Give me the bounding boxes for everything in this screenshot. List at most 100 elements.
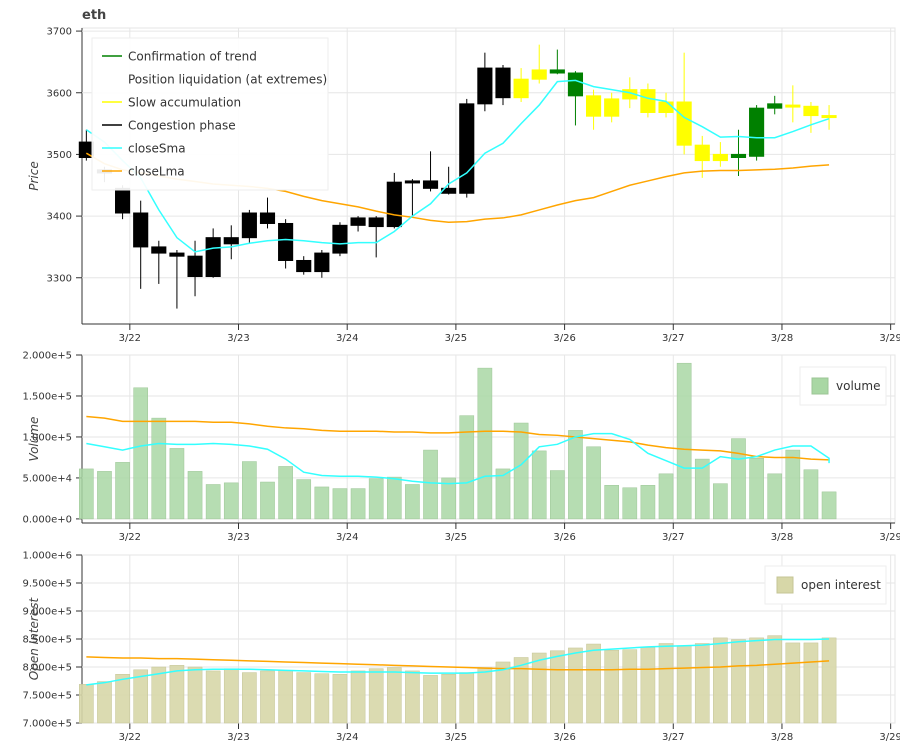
open-interest-bar: [441, 674, 456, 724]
open-interest-bar: [531, 652, 547, 724]
volume-bar: [767, 473, 783, 520]
open-interest-bar: [242, 672, 257, 724]
x-tick-label: 3/25: [445, 333, 467, 344]
open-interest-bar: [405, 670, 420, 724]
volume-bar: [79, 468, 94, 520]
x-tick-label: 3/26: [553, 732, 575, 743]
x-tick-label: 3/23: [227, 333, 249, 344]
candle-body: [586, 95, 602, 117]
y-tick-label: 1.000e+5: [22, 432, 72, 443]
volume-bar: [115, 462, 130, 520]
open-interest-bar: [550, 650, 565, 724]
volume-bar: [459, 415, 475, 520]
x-tick-label: 3/27: [662, 532, 684, 543]
y-axis-label-1: Volume: [27, 417, 41, 462]
volume-bar: [713, 483, 728, 520]
x-tick-label: 3/27: [662, 333, 684, 344]
open-interest-bar: [568, 647, 583, 724]
x-tick-label: 3/24: [336, 333, 358, 344]
oi-sma-line: [86, 638, 830, 686]
volume-bar: [386, 476, 402, 520]
x-tick-label: 3/28: [771, 532, 793, 543]
candle-body: [314, 252, 330, 273]
volume-bar: [332, 488, 348, 520]
candle-body: [386, 181, 402, 228]
candle-body: [658, 101, 674, 113]
legend-label: open interest: [801, 578, 881, 592]
volume-bar: [97, 471, 112, 520]
volume-bar: [205, 484, 221, 520]
volume-bar: [731, 438, 746, 520]
volume-bar: [133, 387, 149, 520]
open-interest-bar: [350, 670, 366, 724]
candle-body: [477, 67, 493, 105]
x-tick-label: 3/28: [771, 333, 793, 344]
volume-bar: [658, 473, 674, 520]
candle-body: [694, 144, 710, 162]
candle-body: [169, 252, 185, 257]
y-axis-label-2: Open Interest: [27, 597, 41, 681]
candle-body: [278, 222, 294, 261]
volume-bar: [568, 430, 583, 520]
volume-bar: [676, 362, 692, 520]
candle-body: [803, 105, 819, 117]
candle-body: [495, 67, 511, 99]
open-interest-bar: [423, 675, 438, 724]
open-interest-bar: [151, 666, 167, 724]
volume-bar: [604, 485, 619, 520]
open-interest-bar: [694, 643, 710, 724]
volume-bar: [513, 422, 529, 520]
volume-bar: [151, 417, 167, 520]
candle-body: [676, 101, 692, 146]
x-tick-label: 3/25: [445, 732, 467, 743]
y-tick-label: 9.500e+5: [22, 579, 72, 590]
y-tick-label: 9.000e+5: [22, 607, 72, 618]
y-tick-label: 5.000e+4: [22, 473, 72, 484]
open-interest-bar: [386, 667, 402, 724]
candle-body: [640, 89, 656, 113]
x-tick-label: 3/29: [879, 732, 900, 743]
candle-body: [332, 224, 348, 254]
volume-bar: [242, 461, 257, 520]
candle-body: [350, 217, 366, 226]
y-tick-label: 2.000e+5: [22, 351, 72, 362]
volume-bar: [223, 482, 239, 520]
oi-lma-line: [86, 656, 830, 671]
volume-bar: [296, 479, 312, 520]
volume-bar: [586, 446, 601, 520]
open-interest-bar: [296, 672, 312, 724]
x-tick-label: 3/26: [553, 333, 575, 344]
volume-bar: [441, 477, 456, 520]
chart-title: eth: [82, 8, 107, 23]
volume-bar: [622, 487, 638, 520]
volume-bar: [187, 471, 203, 520]
open-interest-bar: [604, 649, 619, 724]
volume-bar: [694, 458, 710, 520]
open-interest-bar: [821, 637, 837, 724]
volume-bar: [405, 484, 420, 520]
candle-body: [712, 153, 728, 162]
y-tick-label: 0.000e+0: [22, 514, 72, 525]
x-tick-label: 3/22: [119, 732, 141, 743]
volume-bar: [785, 449, 801, 520]
candle-body: [459, 103, 475, 194]
x-tick-label: 3/25: [445, 532, 467, 543]
open-interest-bar: [459, 672, 475, 724]
x-tick-label: 3/22: [119, 333, 141, 344]
volume-bar: [423, 449, 438, 520]
open-interest-bar: [97, 681, 112, 724]
candle-body: [785, 104, 801, 108]
legend-label: closeSma: [128, 142, 186, 156]
legend-label: Congestion phase: [128, 119, 236, 133]
y-tick-label: 7.000e+5: [22, 719, 72, 730]
open-interest-bar: [767, 635, 783, 724]
y-tick-label: 1.500e+5: [22, 391, 72, 402]
candle-body: [151, 246, 167, 254]
legend-label: volume: [836, 379, 880, 393]
candle-body: [133, 212, 149, 248]
volume-bar: [531, 450, 547, 520]
open-interest-bar: [586, 643, 601, 724]
volume-bar: [368, 478, 384, 520]
y-tick-label: 8.000e+5: [22, 663, 72, 674]
price-legend: [91, 37, 329, 191]
